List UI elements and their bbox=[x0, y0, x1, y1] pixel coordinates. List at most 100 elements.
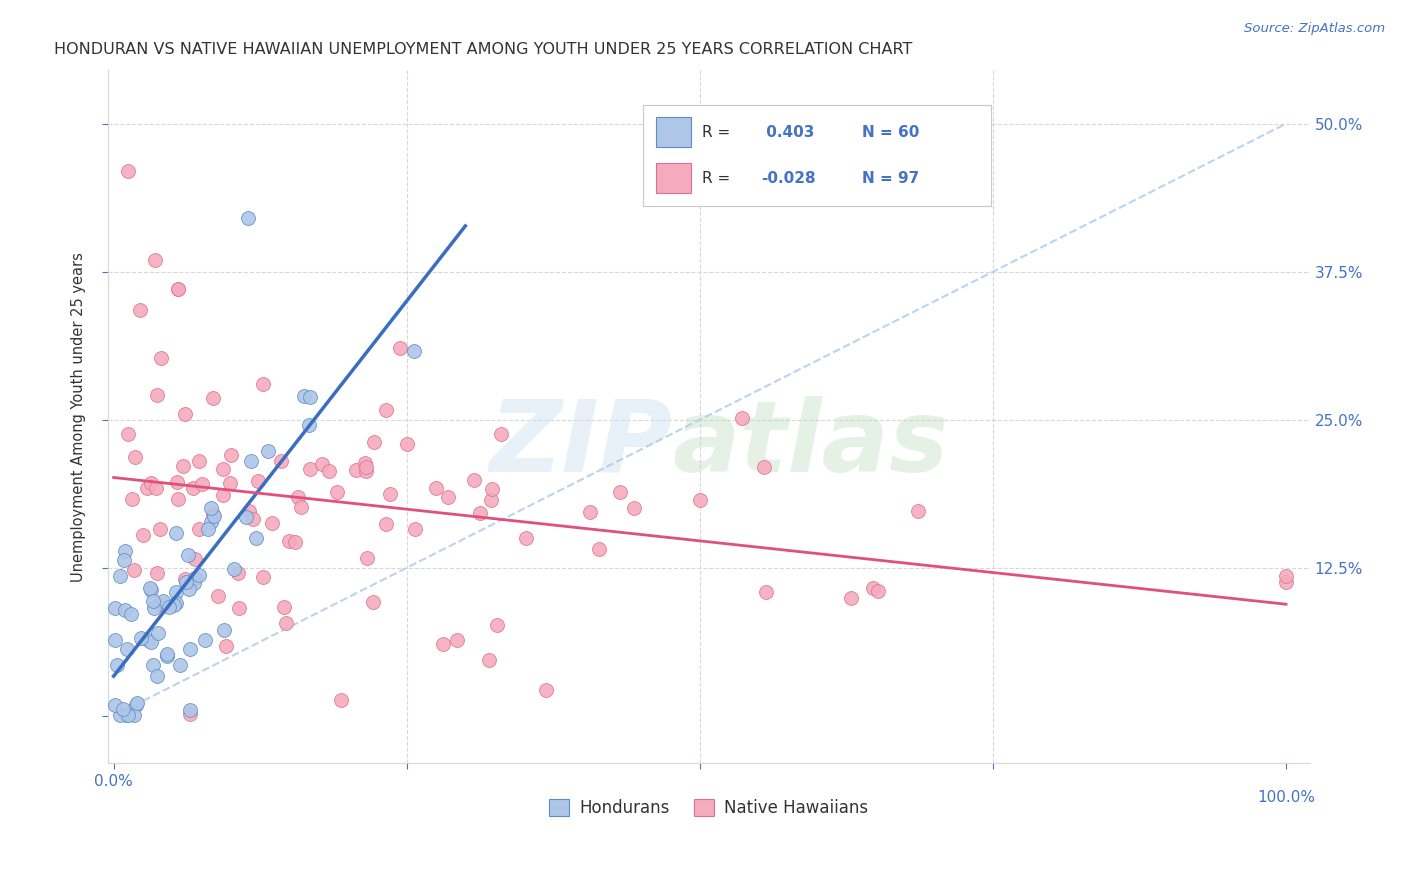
Point bbox=[579, 505, 602, 519]
Point bbox=[274, 616, 297, 631]
Y-axis label: Unemployment Among Youth under 25 years: Unemployment Among Youth under 25 years bbox=[72, 252, 86, 582]
Point bbox=[105, 657, 128, 672]
Point bbox=[588, 541, 610, 556]
Point bbox=[273, 600, 295, 615]
Point bbox=[165, 584, 187, 599]
Point bbox=[108, 569, 131, 583]
Point bbox=[183, 571, 205, 585]
Point bbox=[221, 448, 243, 462]
Point bbox=[354, 456, 377, 470]
Point bbox=[146, 387, 169, 401]
Point bbox=[169, 657, 191, 672]
Point bbox=[177, 582, 200, 597]
Point bbox=[166, 475, 188, 490]
Point bbox=[402, 344, 425, 359]
Point bbox=[287, 491, 309, 505]
Point bbox=[191, 476, 214, 491]
Point bbox=[326, 484, 349, 499]
Point bbox=[214, 623, 236, 637]
Point bbox=[388, 341, 411, 355]
Point bbox=[755, 585, 778, 599]
Point bbox=[252, 570, 274, 584]
Point bbox=[200, 501, 222, 516]
Point bbox=[228, 600, 250, 615]
Point bbox=[238, 211, 260, 226]
Point bbox=[226, 566, 249, 581]
Point bbox=[437, 490, 460, 504]
Point bbox=[104, 698, 127, 713]
Point bbox=[110, 707, 132, 722]
Point bbox=[165, 596, 187, 610]
Point bbox=[167, 283, 190, 297]
Point bbox=[432, 637, 454, 651]
Point bbox=[200, 515, 222, 529]
Point bbox=[179, 707, 201, 722]
Point bbox=[866, 583, 889, 598]
Point bbox=[1275, 575, 1298, 590]
Point bbox=[242, 512, 264, 526]
Point bbox=[139, 582, 162, 597]
Point bbox=[292, 389, 315, 403]
Point bbox=[167, 283, 190, 297]
Point bbox=[146, 566, 169, 580]
Point bbox=[114, 543, 136, 558]
Point bbox=[138, 581, 160, 595]
Point bbox=[425, 481, 447, 495]
Point bbox=[515, 532, 537, 546]
Point bbox=[363, 434, 385, 449]
Point bbox=[194, 633, 217, 648]
Point bbox=[197, 522, 219, 536]
Point bbox=[202, 508, 225, 523]
Point bbox=[143, 252, 166, 267]
Point bbox=[104, 632, 127, 647]
Point bbox=[478, 653, 501, 667]
Point bbox=[124, 707, 146, 722]
Point bbox=[188, 567, 211, 582]
Point bbox=[907, 503, 929, 517]
Text: 100.0%: 100.0% bbox=[1257, 790, 1315, 805]
Point bbox=[245, 531, 267, 545]
Point bbox=[131, 632, 153, 646]
Point bbox=[344, 463, 367, 477]
Point bbox=[219, 475, 242, 490]
Point bbox=[356, 551, 378, 566]
Point bbox=[146, 669, 169, 683]
Point bbox=[468, 506, 491, 520]
Point bbox=[446, 632, 468, 647]
Text: ZIP: ZIP bbox=[489, 396, 672, 493]
Point bbox=[156, 649, 179, 664]
Point bbox=[361, 595, 384, 609]
Point bbox=[163, 598, 186, 612]
Point bbox=[260, 516, 283, 530]
Point bbox=[235, 510, 257, 524]
Point bbox=[124, 450, 146, 465]
Point bbox=[212, 488, 235, 502]
Point bbox=[139, 635, 162, 649]
Point bbox=[609, 485, 631, 500]
Point bbox=[157, 600, 180, 615]
Point bbox=[104, 601, 127, 615]
Point bbox=[752, 460, 775, 475]
Point bbox=[149, 597, 172, 611]
Point bbox=[311, 457, 333, 471]
Point bbox=[184, 552, 207, 566]
Point bbox=[150, 351, 173, 365]
Point bbox=[356, 460, 378, 475]
Point bbox=[201, 391, 224, 405]
Point bbox=[165, 526, 187, 541]
Point bbox=[375, 403, 398, 417]
Point bbox=[252, 377, 274, 392]
Point bbox=[166, 492, 188, 507]
Point bbox=[689, 492, 711, 507]
Point bbox=[183, 576, 205, 591]
Point bbox=[841, 591, 863, 605]
Point bbox=[224, 562, 246, 576]
Point bbox=[270, 454, 292, 468]
Point bbox=[136, 633, 159, 648]
Point bbox=[1275, 569, 1298, 583]
Point bbox=[862, 581, 884, 595]
Point bbox=[211, 461, 233, 475]
Point bbox=[112, 701, 135, 715]
Point bbox=[380, 487, 402, 501]
Point bbox=[112, 553, 135, 567]
